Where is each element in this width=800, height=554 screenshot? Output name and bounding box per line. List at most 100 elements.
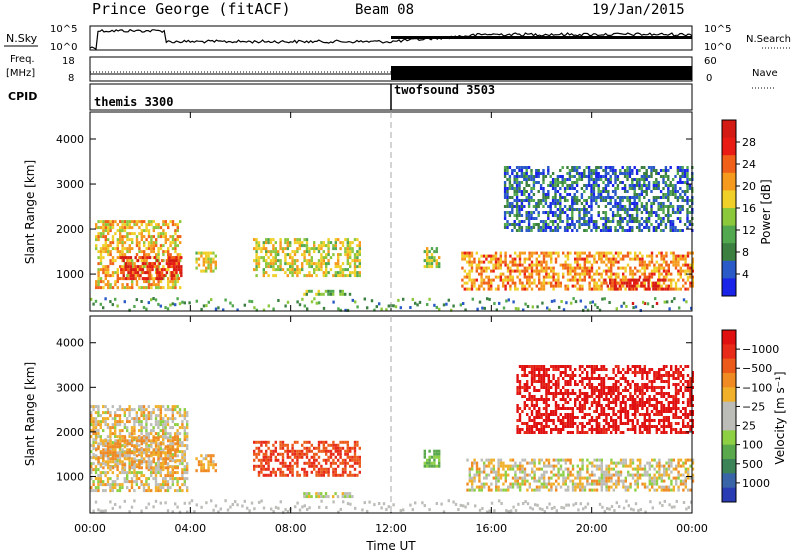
data-cell [574,272,577,276]
data-cell [662,229,665,232]
data-cell [131,463,134,467]
data-cell [171,283,175,287]
data-cell [667,196,670,199]
data-cell [665,488,668,492]
data-cell [157,457,160,461]
data-cell [511,172,514,175]
data-cell [470,281,474,285]
data-cell [655,199,658,202]
data-cell [269,458,273,462]
data-cell [508,184,512,187]
data-cell [111,448,115,452]
data-cell [466,287,469,291]
data-cell [94,486,98,490]
ground-cell [622,301,626,305]
data-cell [471,464,474,468]
data-cell [150,283,153,287]
data-cell [643,281,646,285]
data-cell [514,287,517,291]
data-cell [148,271,152,275]
data-cell [631,229,634,232]
data-cell [554,199,557,202]
data-cell [325,446,328,450]
data-cell [523,166,526,169]
data-cell [351,458,354,462]
data-cell [550,260,553,264]
data-cell [575,166,579,169]
data-cell [174,232,177,236]
data-cell [679,229,682,232]
data-cell [628,172,632,175]
data-cell [293,259,297,263]
data-cell [490,482,493,486]
data-cell [605,263,608,267]
data-cell [542,281,546,285]
data-cell [168,256,171,260]
data-cell [645,187,648,190]
data-cell [171,271,175,275]
data-cell [337,458,340,462]
data-cell [147,457,151,461]
data-cell [286,446,289,450]
data-cell [131,280,134,284]
data-cell [665,473,668,477]
data-cell [159,247,163,251]
data-cell [116,454,119,458]
data-cell [636,470,639,474]
data-cell [109,447,112,451]
data-cell [118,414,122,418]
data-cell [176,489,179,493]
data-cell [253,440,256,444]
data-cell [332,467,335,471]
data-cell [571,266,574,270]
data-cell [262,256,265,260]
data-cell [134,256,137,260]
data-cell [642,284,645,288]
data-cell [356,271,359,275]
data-cell [550,251,553,255]
data-cell [129,277,133,281]
data-cell [571,485,575,489]
data-cell [167,250,170,254]
data-cell [677,260,680,264]
data-cell [557,251,560,255]
data-cell [310,265,313,269]
data-cell [174,408,177,412]
data-cell [118,435,122,439]
data-cell [503,196,507,199]
data-cell [659,202,663,205]
data-cell [638,184,641,187]
data-cell [527,175,531,178]
data-cell [171,453,174,457]
ground-cell [385,308,388,312]
data-cell [547,214,550,217]
data-cell [150,454,153,458]
data-cell [583,211,586,214]
data-cell [324,495,328,499]
data-cell [652,199,656,202]
data-cell [466,272,469,276]
data-cell [286,452,289,456]
data-cell [566,251,570,255]
data-cell [277,467,280,471]
data-cell [598,464,601,468]
data-cell [162,477,165,481]
data-cell [163,274,166,278]
data-cell [152,265,155,269]
data-cell [509,482,512,486]
data-cell [551,220,555,223]
data-cell [111,235,115,239]
data-cell [116,451,119,455]
data-cell [301,253,304,257]
data-cell [260,247,263,251]
data-cell [567,473,570,477]
data-cell [102,405,105,409]
data-cell [612,272,615,276]
data-cell [509,266,512,270]
data-cell [651,479,654,483]
data-cell [279,268,282,272]
data-cell [165,259,169,263]
data-cell [341,244,345,248]
data-cell [324,492,328,496]
data-cell [611,281,614,285]
